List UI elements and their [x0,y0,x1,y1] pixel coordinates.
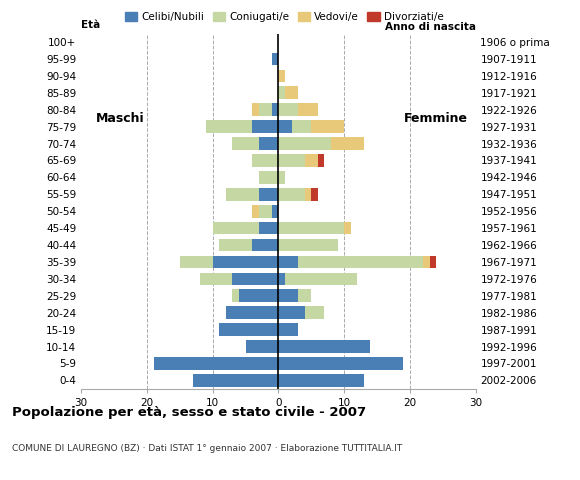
Bar [278,120,292,133]
Bar [252,103,259,116]
Bar [213,255,278,268]
Bar [278,188,304,201]
Bar [278,340,371,353]
Bar [285,273,357,285]
Bar [278,103,298,116]
Text: Popolazione per età, sesso e stato civile - 2007: Popolazione per età, sesso e stato civil… [12,406,366,419]
Bar [219,323,278,336]
Bar [272,205,278,217]
Bar [252,239,278,252]
Bar [193,374,278,387]
Bar [278,306,304,319]
Bar [278,171,285,184]
Bar [226,306,278,319]
Bar [278,222,344,234]
Bar [298,255,423,268]
Bar [278,239,338,252]
Bar [180,255,213,268]
Text: Età: Età [81,20,100,30]
Bar [285,86,298,99]
Bar [213,222,259,234]
Bar [318,154,324,167]
Bar [278,273,285,285]
Bar [272,53,278,65]
Bar [423,255,430,268]
Bar [259,171,278,184]
Bar [259,103,272,116]
Bar [304,188,311,201]
Bar [304,306,324,319]
Bar [272,103,278,116]
Bar [278,154,304,167]
Text: Femmine: Femmine [404,112,468,125]
Bar [259,205,272,217]
Bar [259,222,278,234]
Bar [430,255,436,268]
Bar [233,137,259,150]
Bar [226,188,259,201]
Bar [311,120,344,133]
Bar [278,289,298,302]
Text: Maschi: Maschi [96,112,145,125]
Bar [233,289,239,302]
Bar [344,222,351,234]
Bar [278,137,331,150]
Legend: Celibi/Nubili, Coniugati/e, Vedovi/e, Divorziati/e: Celibi/Nubili, Coniugati/e, Vedovi/e, Di… [121,8,448,26]
Bar [292,120,311,133]
Bar [219,239,252,252]
Bar [233,273,278,285]
Bar [259,137,278,150]
Bar [200,273,233,285]
Bar [278,70,285,82]
Text: COMUNE DI LAUREGNO (BZ) · Dati ISTAT 1° gennaio 2007 · Elaborazione TUTTITALIA.I: COMUNE DI LAUREGNO (BZ) · Dati ISTAT 1° … [12,444,402,453]
Bar [206,120,252,133]
Bar [311,188,318,201]
Bar [298,103,318,116]
Bar [331,137,364,150]
Bar [245,340,278,353]
Bar [278,323,298,336]
Bar [252,154,278,167]
Bar [304,154,318,167]
Bar [278,357,403,370]
Text: Anno di nascita: Anno di nascita [385,22,476,32]
Bar [252,205,259,217]
Bar [278,255,298,268]
Bar [239,289,278,302]
Bar [154,357,278,370]
Bar [252,120,278,133]
Bar [259,188,278,201]
Bar [298,289,311,302]
Bar [278,86,285,99]
Bar [278,374,364,387]
